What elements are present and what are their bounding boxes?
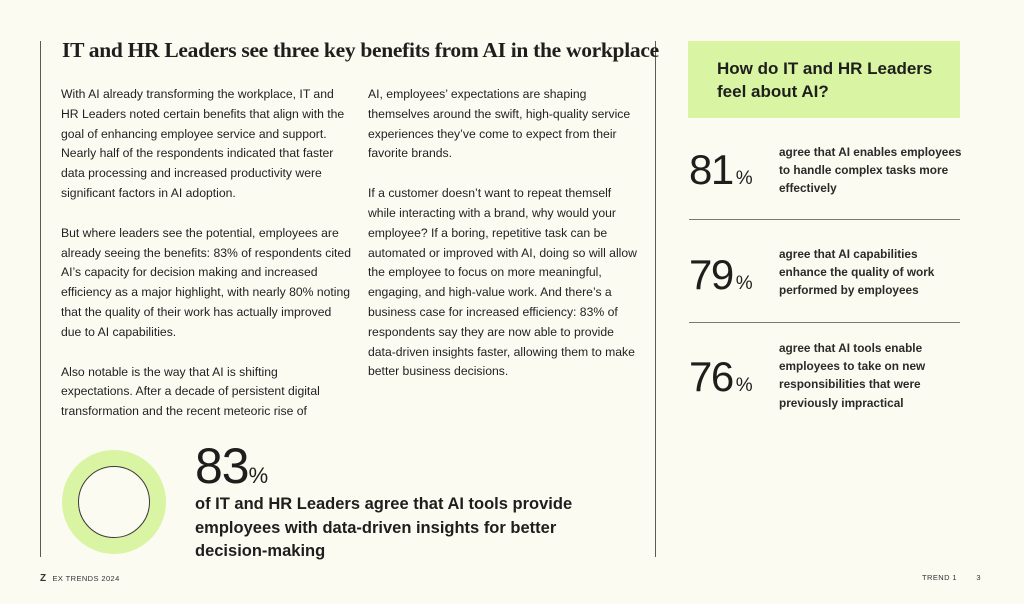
left-divider xyxy=(40,41,41,557)
body-column-1: With AI already transforming the workpla… xyxy=(61,85,351,442)
stat-value: 76% xyxy=(689,354,753,409)
stat-number: 79 xyxy=(689,251,734,298)
stat-unit: % xyxy=(735,375,753,396)
paragraph: If a customer doesn’t want to repeat the… xyxy=(368,186,637,379)
stat-value: 81% xyxy=(689,147,753,202)
page-title: IT and HR Leaders see three key benefits… xyxy=(62,38,659,62)
body-column-2: AI, employees’ expectations are shaping … xyxy=(368,85,640,402)
brand-logo-icon: Z xyxy=(40,573,47,584)
donut-ring xyxy=(62,450,166,554)
stat-unit: % xyxy=(735,168,753,189)
percentage-donut xyxy=(62,450,166,554)
stat-number: 76 xyxy=(689,353,734,400)
stat-number: 81 xyxy=(689,146,734,193)
footer-pagination: TREND 1 3 xyxy=(905,573,981,582)
footer-publication: EX TRENDS 2024 xyxy=(52,574,120,583)
stat-divider xyxy=(689,219,960,220)
highlight-unit: % xyxy=(248,463,269,488)
stat-divider xyxy=(689,322,960,323)
paragraph: With AI already transforming the workpla… xyxy=(61,87,345,200)
stat-unit: % xyxy=(735,273,753,294)
stat-description: agree that AI enables employees to handl… xyxy=(779,145,962,196)
donut-inner-outline xyxy=(78,466,150,538)
sidebar-callout: How do IT and HR Leaders feel about AI? xyxy=(688,41,960,118)
highlight-text: of IT and HR Leaders agree that AI tools… xyxy=(195,495,573,560)
highlight-value: 83% xyxy=(195,440,268,502)
highlight-number: 83 xyxy=(195,438,250,494)
footer-brand: Z EX TRENDS 2024 xyxy=(40,573,120,584)
sidebar-title: How do IT and HR Leaders feel about AI? xyxy=(717,59,933,101)
paragraph: But where leaders see the potential, emp… xyxy=(61,225,351,339)
paragraph: AI, employees’ expectations are shaping … xyxy=(368,87,631,161)
stat-value: 79% xyxy=(689,252,753,307)
footer-section: TREND 1 xyxy=(922,573,957,582)
stat-description: agree that AI capabilities enhance the q… xyxy=(779,247,935,298)
stat-description: agree that AI tools enable employees to … xyxy=(779,341,926,410)
page-number: 3 xyxy=(976,573,981,582)
paragraph: Also notable is the way that AI is shift… xyxy=(61,364,320,419)
center-divider xyxy=(655,41,656,557)
